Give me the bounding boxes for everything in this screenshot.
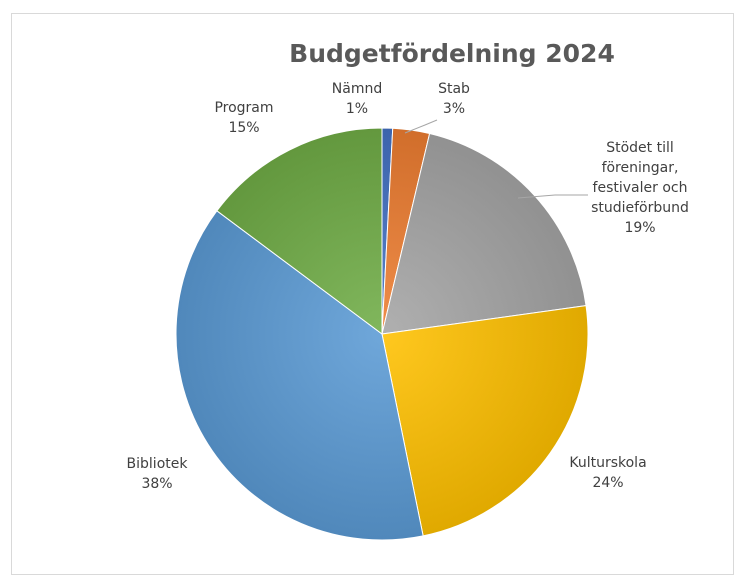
pie-slice-5 [216,127,383,335]
leader-line-1 [404,119,438,134]
chart-title: Budgetfördelning 2024 [289,39,615,68]
pie-slices [175,127,589,541]
pie-slice-4 [175,210,424,541]
data-label-3: Kulturskola 24% [569,455,646,491]
leader-lines [404,119,588,199]
pie-slice-3 [381,305,589,537]
pie-slice-2 [381,132,587,335]
data-label-0: Nämnd 1% [332,81,382,117]
data-label-1: Stab 3% [438,81,470,117]
leader-line-2 [517,194,588,199]
data-label-5: Program 15% [214,100,273,136]
data-labels: Nämnd 1% Stab 3% Stödet till föreningar, festi… [127,81,689,492]
data-label-4: Bibliotek 38% [127,456,189,492]
data-label-2: Stödet till föreningar, festivaler och stud… [591,140,689,236]
